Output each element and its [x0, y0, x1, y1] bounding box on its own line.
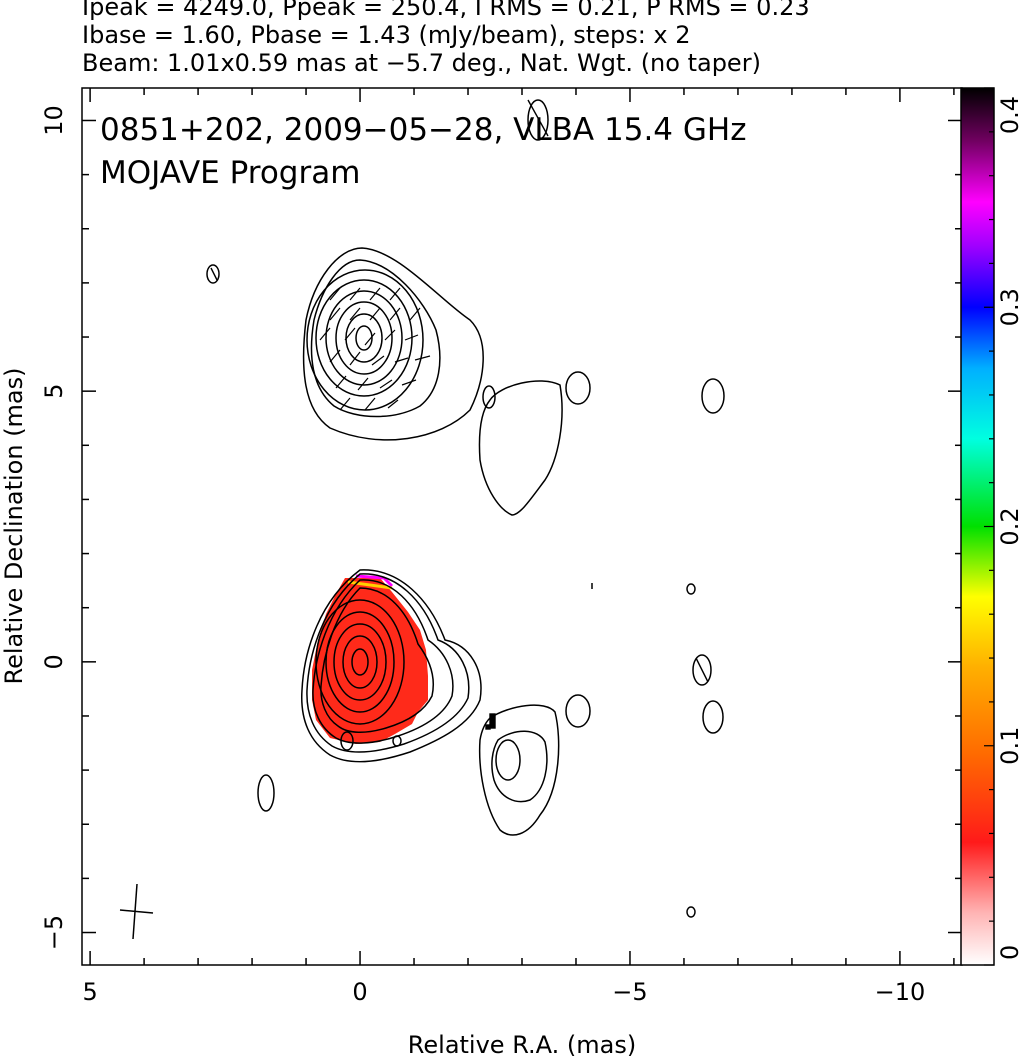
colorbar-tick-label: 0.3: [996, 288, 1021, 326]
axis-tick-labels: 5 0 −5 −10 −5 0 5 10: [40, 105, 925, 1006]
colorbar-ticks: 0 0.1 0.2 0.3 0.4: [984, 87, 1021, 966]
y-axis-label: Relative Declination (mas): [0, 367, 28, 684]
annotation-line-1: 0851+202, 2009−05−28, VLBA 15.4 GHz: [100, 112, 746, 148]
axis-ticks: [82, 88, 962, 965]
colorbar: [960, 87, 995, 966]
y-tick-label: −5: [40, 915, 68, 950]
y-tick-label: 10: [40, 105, 68, 136]
y-tick-label: 0: [40, 654, 68, 669]
y-tick-label: 5: [40, 384, 68, 399]
x-tick-label: −5: [612, 978, 647, 1006]
header-line-3: Beam: 1.01x0.59 mas at −5.7 deg., Nat. W…: [82, 49, 761, 77]
x-axis-label: Relative R.A. (mas): [408, 1031, 636, 1059]
north-jet-contours: [302, 247, 484, 441]
x-tick-label: 5: [82, 978, 97, 1006]
header-line-2: Ibase = 1.60, Pbase = 1.43 (mJy/beam), s…: [82, 21, 691, 49]
colorbar-tick-label: 0.2: [996, 507, 1021, 545]
x-tick-label: −10: [875, 978, 926, 1006]
colorbar-tick-label: 0: [996, 945, 1021, 960]
colorbar-tick-label: 0.4: [996, 96, 1021, 134]
colorbar-tick-label: 0.1: [996, 727, 1021, 765]
x-tick-label: 0: [352, 978, 367, 1006]
polarization-fill-edge-2: [347, 580, 393, 590]
extended-contours: [206, 99, 725, 918]
core-contours: [301, 569, 482, 763]
beam-cross: [119, 883, 154, 940]
header-line-1: Ipeak = 4249.0, Ppeak = 250.4, I RMS = 0…: [82, 0, 810, 21]
small-marks: [210, 99, 709, 730]
evpa-ticks: [319, 287, 431, 411]
annotation-line-2: MOJAVE Program: [100, 155, 360, 191]
